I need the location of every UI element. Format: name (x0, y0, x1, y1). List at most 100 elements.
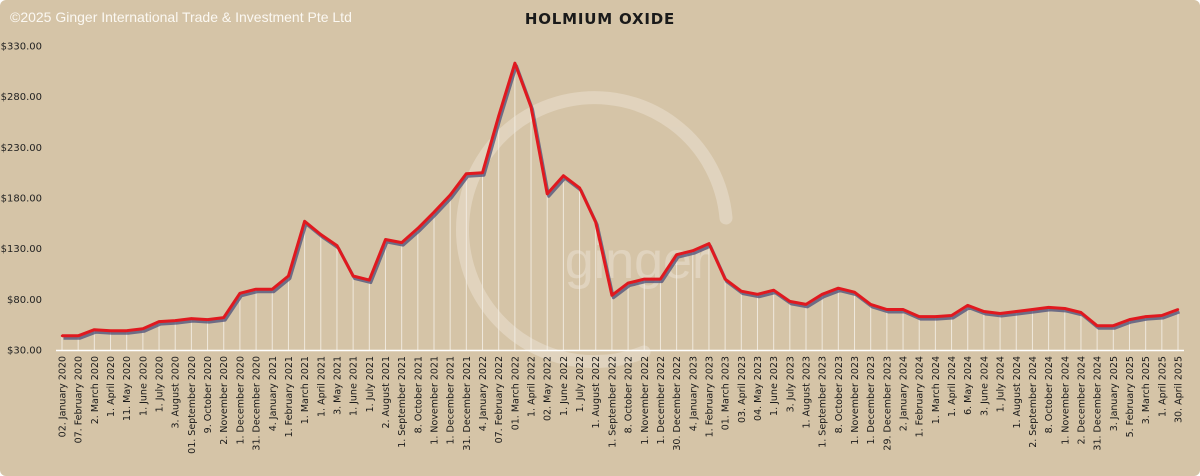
x-tick-label: 8. October 2023 (834, 356, 845, 433)
x-tick-label: 1. June 2023 (769, 356, 780, 416)
data-point (1160, 314, 1164, 317)
x-tick-label: 1. November 2024 (1060, 356, 1071, 445)
data-point (351, 274, 355, 278)
data-point (481, 171, 484, 174)
data-point (659, 277, 662, 281)
x-tick-label: 1. March 2021 (300, 356, 311, 424)
data-point (190, 317, 193, 320)
x-tick-label: 1. June 2021 (349, 356, 360, 416)
data-point (707, 242, 711, 245)
y-tick-label: $30.00 (7, 346, 42, 357)
x-tick-label: 1. December 2020 (235, 356, 246, 445)
data-point (529, 105, 533, 109)
x-tick-label: 1. April 2022 (527, 356, 538, 417)
data-point (254, 288, 258, 291)
x-tick-label: 2. November 2020 (219, 356, 230, 445)
data-point (1112, 324, 1115, 327)
data-point (1079, 311, 1083, 314)
ginger-watermark-logo: ginger (456, 91, 733, 369)
data-point (950, 314, 953, 317)
x-tick-label: 1. July 2024 (996, 356, 1007, 412)
x-tick-label: 1. September 2023 (818, 356, 829, 448)
x-tick-label: 4. January 2022 (478, 356, 489, 431)
x-tick-label: 01. September 2020 (187, 356, 198, 454)
data-point (756, 293, 759, 296)
x-tick-label: 1. February 2021 (284, 356, 295, 437)
data-point (513, 62, 517, 65)
data-point (432, 210, 436, 214)
data-point (562, 174, 565, 177)
x-tick-label: 1. April 2024 (947, 356, 958, 417)
data-point (788, 300, 792, 303)
data-point (804, 303, 808, 306)
x-tick-label: 3. August 2020 (171, 356, 182, 429)
data-point (772, 289, 775, 292)
x-tick-label: 1. February 2024 (915, 356, 926, 437)
data-point (319, 233, 322, 236)
x-tick-label: 1. June 2020 (138, 356, 149, 416)
x-tick-label: 1. August 2023 (802, 356, 813, 429)
data-point (546, 192, 549, 196)
x-tick-label: 4. January 2021 (268, 356, 279, 431)
data-point (691, 249, 694, 252)
x-tick-label: 9. October 2020 (203, 356, 214, 433)
y-tick-label: $280.00 (1, 92, 42, 103)
data-point (610, 294, 614, 297)
chart-title: HOLMIUM OXIDE (524, 10, 676, 28)
x-tick-label: 3. June 2024 (979, 356, 990, 416)
data-point (222, 316, 225, 319)
data-point (416, 227, 420, 230)
data-point (368, 278, 371, 282)
y-axis: $30.00 $80.00 $130.00 $180.00 $230.00 $280.00… (1, 42, 42, 357)
data-point (497, 114, 500, 118)
data-point (594, 221, 597, 224)
x-tick-label: 01. March 2022 (510, 356, 521, 430)
data-point (675, 253, 678, 256)
data-point (837, 286, 840, 290)
data-point (643, 277, 646, 281)
data-point (966, 304, 969, 307)
data-point (303, 220, 306, 223)
x-tick-label: 02. January 2020 (58, 356, 69, 437)
x-tick-label: 8. October 2021 (413, 356, 424, 433)
x-tick-label: 6. May 2024 (963, 356, 974, 415)
data-point (626, 281, 630, 285)
x-tick-label: 1. September 2022 (607, 356, 618, 448)
x-tick-label: 1. December 2021 (446, 356, 457, 445)
data-point (1015, 310, 1018, 313)
x-tick-label: 01. March 2023 (721, 356, 732, 430)
data-point (1176, 308, 1180, 311)
data-point (174, 319, 177, 322)
x-tick-label: 2. March 2020 (90, 356, 101, 424)
x-tick-label: 1. July 2021 (365, 356, 376, 412)
data-point (998, 312, 1002, 315)
x-tick-label: 02. May 2022 (543, 356, 554, 421)
x-tick-label: 31. December 2020 (252, 356, 263, 451)
y-tick-label: $230.00 (1, 143, 42, 154)
x-tick-label: 3. May 2021 (332, 356, 343, 415)
x-tick-label: 1. November 2023 (850, 356, 861, 445)
x-tick-label: 1. November 2021 (430, 356, 441, 445)
data-point (60, 334, 64, 338)
data-point (448, 193, 452, 197)
data-point (287, 274, 290, 278)
x-tick-label: 04. May 2023 (753, 356, 764, 421)
x-tick-label: 31. December 2024 (1093, 356, 1104, 451)
x-tick-label: 11. May 2020 (122, 356, 133, 421)
series-line (62, 61, 1179, 338)
x-tick-label: 1. December 2022 (656, 356, 667, 445)
data-point (885, 308, 889, 311)
data-point (723, 277, 727, 281)
x-tick-label: 3. January 2025 (1109, 356, 1120, 431)
x-tick-label: 8. October 2022 (624, 356, 635, 433)
x-tick-label: 1. March 2024 (931, 356, 942, 424)
x-tick-label: 2. September 2024 (1028, 356, 1039, 448)
x-tick-label: 07. February 2022 (494, 356, 505, 443)
copyright-notice: ©2025 Ginger International Trade & Inves… (10, 9, 352, 25)
x-tick-label: 1. February 2023 (704, 356, 715, 437)
data-point (76, 334, 80, 338)
data-point (1095, 324, 1099, 327)
data-point (918, 315, 921, 318)
data-point (901, 308, 905, 311)
